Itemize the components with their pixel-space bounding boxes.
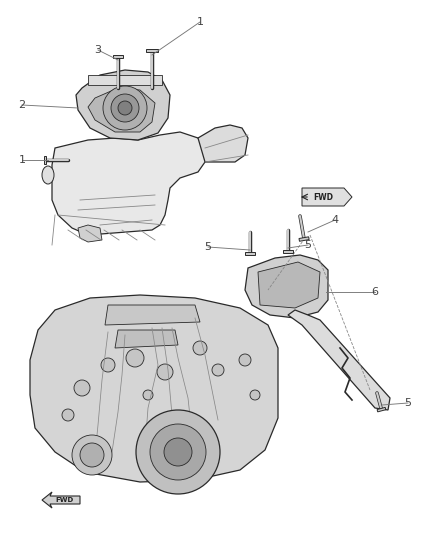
Polygon shape (76, 70, 170, 140)
Polygon shape (115, 330, 178, 348)
Polygon shape (258, 262, 320, 308)
Polygon shape (78, 225, 102, 242)
Polygon shape (283, 250, 293, 253)
Circle shape (111, 94, 139, 122)
Circle shape (126, 349, 144, 367)
Text: 5: 5 (405, 398, 411, 408)
Circle shape (136, 410, 220, 494)
Polygon shape (52, 132, 205, 235)
Circle shape (103, 86, 147, 130)
Circle shape (250, 390, 260, 400)
Circle shape (143, 390, 153, 400)
Polygon shape (88, 88, 155, 132)
Text: 3: 3 (95, 45, 102, 55)
Text: 4: 4 (332, 215, 339, 225)
Circle shape (118, 101, 132, 115)
Polygon shape (288, 310, 390, 410)
Polygon shape (146, 49, 158, 52)
Polygon shape (198, 125, 248, 162)
Circle shape (193, 341, 207, 355)
Text: 6: 6 (371, 287, 378, 297)
Circle shape (80, 443, 104, 467)
Text: 5: 5 (304, 240, 311, 250)
Polygon shape (299, 237, 309, 241)
Circle shape (164, 438, 192, 466)
Polygon shape (42, 492, 80, 508)
Polygon shape (113, 55, 123, 58)
Circle shape (157, 364, 173, 380)
Text: 2: 2 (18, 100, 25, 110)
Ellipse shape (42, 166, 54, 184)
Text: 1: 1 (197, 17, 204, 27)
Circle shape (72, 435, 112, 475)
Polygon shape (44, 156, 46, 164)
Text: FWD: FWD (55, 497, 73, 503)
Polygon shape (88, 75, 162, 85)
Polygon shape (30, 295, 278, 482)
Circle shape (239, 354, 251, 366)
Circle shape (62, 409, 74, 421)
Circle shape (74, 380, 90, 396)
Polygon shape (302, 188, 352, 206)
Polygon shape (245, 252, 255, 255)
Polygon shape (245, 255, 328, 318)
Text: FWD: FWD (313, 192, 333, 201)
Polygon shape (377, 407, 386, 412)
Polygon shape (105, 305, 200, 325)
Circle shape (212, 364, 224, 376)
Text: 5: 5 (205, 242, 212, 252)
Circle shape (150, 424, 206, 480)
Circle shape (101, 358, 115, 372)
Text: 1: 1 (18, 155, 25, 165)
